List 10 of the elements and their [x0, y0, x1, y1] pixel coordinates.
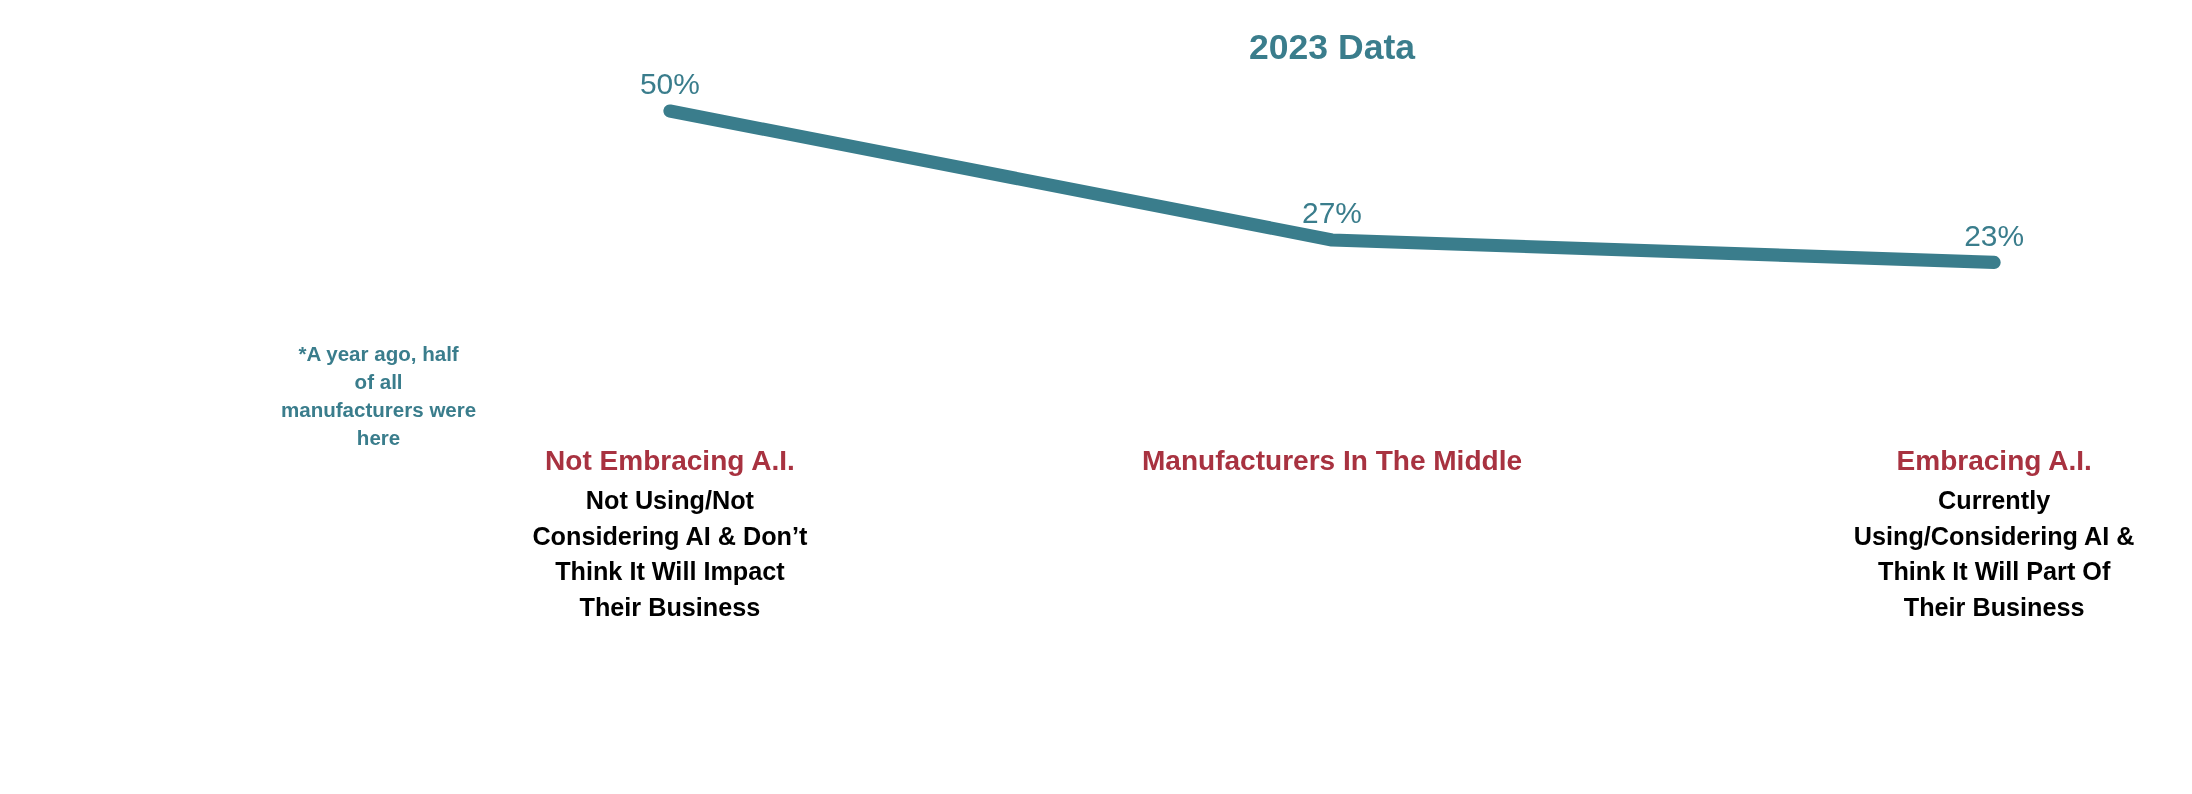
text: Currently Using/Considering AI & Think It Will Part Of Their Business: [1853, 486, 2135, 621]
x-tick-label: Manufacturers In The Middle: [1142, 444, 1523, 476]
data-label: 50%: [639, 67, 700, 101]
data-label: 27%: [1302, 196, 1362, 230]
data-label: 23%: [1964, 218, 2025, 252]
chart-title: 2023 Data: [1249, 26, 1416, 67]
text: Not Using/Not Considering AI & Don’t Think It Will Impact Their Business: [532, 486, 809, 621]
text: *A year ago, half of all manufacturers were here: [280, 341, 477, 449]
x-tick-label: Not Embracing A.I.: [545, 444, 795, 476]
x-tick-label: Embracing A.I.: [1896, 444, 2092, 476]
